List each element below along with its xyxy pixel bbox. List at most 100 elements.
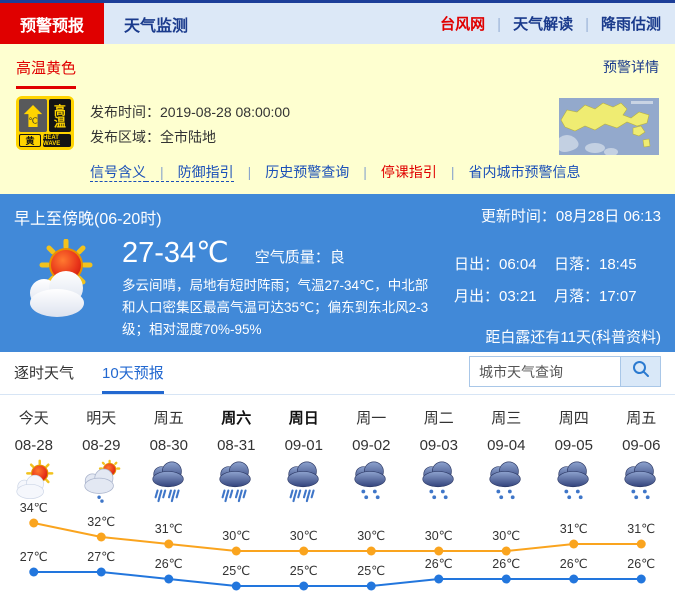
forecast-day-09-01: 周日 09-01: [270, 407, 338, 503]
weekday-label: 周五: [153, 410, 184, 427]
temp-label: 30℃: [492, 529, 520, 543]
heat-level-label: 黄: [19, 134, 41, 147]
warning-link-3[interactable]: 停课指引: [349, 164, 437, 180]
astro-item-0: 日出：06:04: [454, 256, 537, 273]
forecast-tab-0[interactable]: 逐时天气: [14, 365, 75, 382]
temp-label: 32℃: [87, 515, 115, 529]
warning-section: ℃ 高温 黄 HEAT WAVE 发布时间：2019-08-28 08:00:0…: [0, 88, 675, 156]
temp-label: 31℃: [627, 522, 655, 536]
showers-icon: [473, 459, 541, 503]
search-icon: [631, 359, 651, 384]
temp-label: 26℃: [560, 557, 588, 571]
date-label: 09-02: [352, 437, 391, 454]
heat-type-label: 高温: [48, 99, 71, 132]
publish-time-label: 发布时间：: [90, 104, 160, 120]
weekday-label: 周五: [626, 410, 657, 427]
temp-line: [33, 522, 642, 552]
temp-point: [96, 532, 106, 542]
current-weather-panel: 早上至傍晚(06-20时) 更新时间：08月28日 06:13: [0, 194, 675, 352]
temp-point: [569, 539, 579, 549]
cloud-sun-drizzle-icon: [68, 459, 136, 503]
warning-map-thumbnail[interactable]: [559, 98, 659, 156]
astro-item-2: 月出：03:21: [454, 288, 537, 305]
nav-link-0[interactable]: 台风网: [440, 16, 486, 33]
nav-tabs: 预警预报 天气监测: [0, 3, 208, 44]
publish-area-label: 发布区域：: [90, 129, 160, 145]
alert-detail-link[interactable]: 预警详情: [603, 59, 659, 75]
date-label: 09-06: [622, 437, 661, 454]
temperature-range: 27-34℃: [122, 237, 229, 269]
forecast-day-09-03: 周二 09-03: [405, 407, 473, 503]
showers-icon: [338, 459, 406, 503]
alert-title: 高温黄色: [16, 57, 77, 89]
date-label: 08-28: [14, 437, 53, 454]
weekday-label: 周一: [356, 410, 387, 427]
solar-term-note[interactable]: 距白露还有11天(科普资料): [485, 329, 661, 346]
nav-link-2[interactable]: 降雨估测: [573, 13, 661, 34]
temp-label: 25℃: [290, 564, 318, 578]
nav-tab-0[interactable]: 预警预报: [0, 3, 105, 44]
svg-text:℃: ℃: [28, 116, 37, 125]
forecast-tabs: 逐时天气 10天预报: [14, 362, 192, 394]
air-quality: 空气质量：良: [254, 249, 345, 266]
heavy-rain-icon: [270, 459, 338, 503]
temp-point: [636, 539, 646, 549]
heavy-rain-icon: [203, 459, 271, 503]
weekday-label: 今天: [18, 410, 49, 427]
astro-item-1: 日落：18:45: [554, 256, 637, 273]
temp-point: [501, 574, 511, 584]
temp-point: [366, 581, 376, 591]
forecast-tab-1[interactable]: 10天预报: [102, 362, 164, 394]
temp-label: 34℃: [20, 503, 48, 515]
temp-point: [434, 546, 444, 556]
date-label: 09-04: [487, 437, 526, 454]
forecast-day-08-31: 周六 08-31: [203, 407, 271, 503]
temp-label: 27℃: [87, 550, 115, 564]
astro-grid: 日出：06:04 日落：18:45 月出：03:21 月落：17:07: [454, 253, 661, 306]
date-label: 09-05: [554, 437, 593, 454]
forecast-day-09-02: 周一 09-02: [338, 407, 406, 503]
temp-label: 30℃: [290, 529, 318, 543]
warning-link-0[interactable]: 信号含义: [90, 164, 146, 182]
publish-area-value: 全市陆地: [160, 129, 216, 145]
warning-link-4[interactable]: 省内城市预警信息: [437, 164, 581, 180]
temp-point: [164, 539, 174, 549]
sun-cloud-large-icon: [14, 233, 122, 347]
ten-day-forecast-grid: 今天 08-28 明天 08-29 周五 08-30 周六 08-31 周日 09-01 周一 09-…: [0, 395, 675, 503]
temp-point: [164, 574, 174, 584]
city-search: [469, 356, 661, 387]
temp-point: [231, 581, 241, 591]
forecast-day-09-04: 周三 09-04: [473, 407, 541, 503]
nav-tab-1[interactable]: 天气监测: [124, 17, 189, 35]
forecast-day-09-06: 周五 09-06: [608, 407, 675, 503]
search-input[interactable]: [469, 356, 621, 387]
temp-label: 25℃: [222, 564, 250, 578]
astro-info: 日出：06:04 日落：18:45 月出：03:21 月落：17:07 距白露还有11…: [440, 233, 661, 347]
temp-label: 31℃: [155, 522, 183, 536]
forecast-day-08-29: 明天 08-29: [68, 407, 136, 503]
warning-link-2[interactable]: 历史预警查询: [234, 164, 349, 180]
nav-link-1[interactable]: 天气解读: [485, 13, 573, 34]
showers-icon: [608, 459, 675, 503]
top-nav-bar: 预警预报 天气监测 台风网天气解读降雨估测: [0, 0, 675, 44]
nav-links: 台风网天气解读降雨估测: [440, 3, 675, 44]
temp-point: [434, 574, 444, 584]
temp-label: 30℃: [357, 529, 385, 543]
warning-link-1[interactable]: 防御指引: [146, 164, 234, 182]
search-button[interactable]: [621, 356, 661, 387]
temp-point: [366, 546, 376, 556]
date-label: 09-01: [284, 437, 323, 454]
publish-time-value: 2019-08-28 08:00:00: [160, 104, 290, 120]
temp-label: 26℃: [492, 557, 520, 571]
temp-chart-svg: 34℃ 32℃ 31℃ 30℃ 30℃ 30℃ 30℃ 30℃ 31℃ 31℃ 27℃ 27℃ 26℃ 2…: [20, 501, 655, 591]
weekday-label: 周二: [423, 410, 454, 427]
temp-point: [29, 518, 39, 528]
temp-point: [299, 581, 309, 591]
forecast-day-08-30: 周五 08-30: [135, 407, 203, 503]
heat-arrow-icon: ℃: [19, 99, 47, 132]
temp-label: 30℃: [222, 529, 250, 543]
weekday-label: 周六: [221, 410, 252, 427]
showers-icon: [540, 459, 608, 503]
heat-wave-warning-icon: ℃ 高温 黄 HEAT WAVE: [16, 96, 74, 150]
